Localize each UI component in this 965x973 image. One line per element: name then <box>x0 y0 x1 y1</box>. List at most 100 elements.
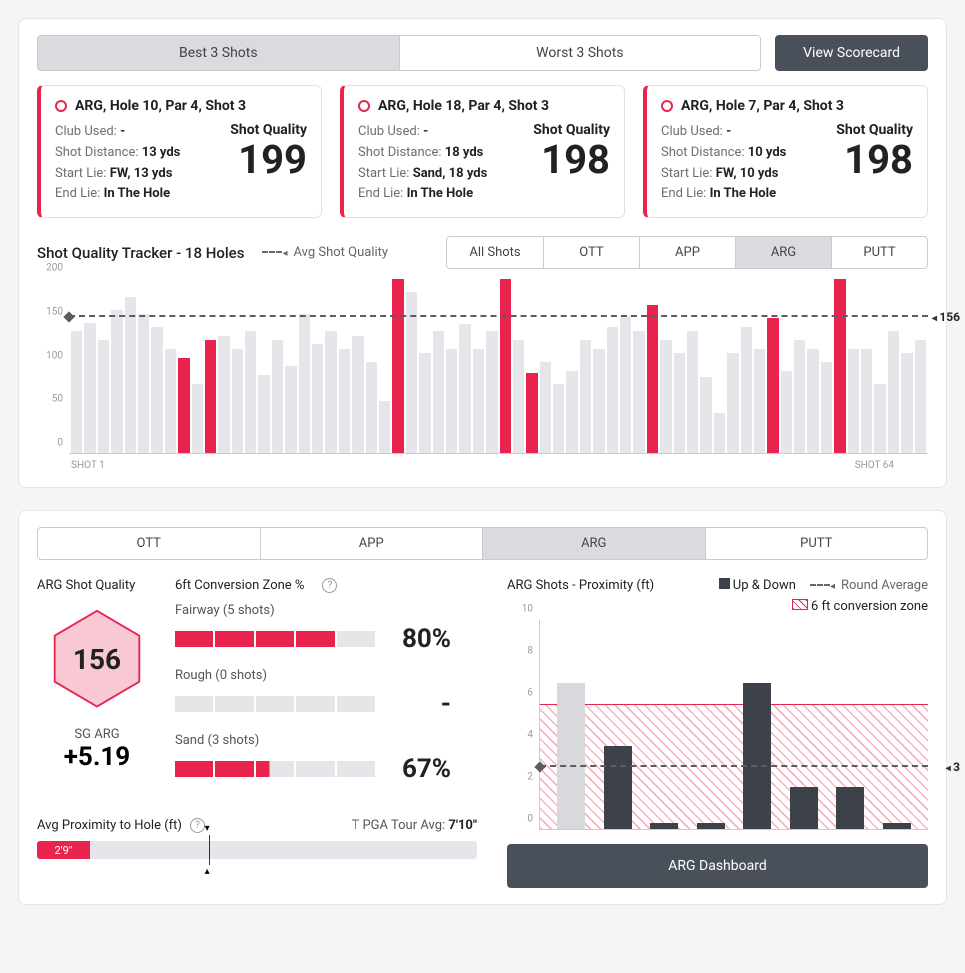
tracker-bar[interactable] <box>794 340 805 453</box>
best-shots-tab[interactable]: Best 3 Shots <box>38 36 399 70</box>
tracker-bar[interactable] <box>433 331 444 453</box>
tracker-bar[interactable] <box>459 324 470 453</box>
tracker-bar[interactable] <box>553 384 564 454</box>
tracker-bar[interactable] <box>526 373 537 453</box>
prox-bar[interactable] <box>697 823 725 829</box>
tracker-bar[interactable] <box>205 340 216 453</box>
tracker-bar[interactable] <box>714 413 725 453</box>
tracker-bar[interactable] <box>620 316 631 453</box>
tracker-bar[interactable] <box>379 401 390 453</box>
category-tab-app[interactable]: APP <box>260 528 483 559</box>
view-scorecard-button[interactable]: View Scorecard <box>775 35 928 71</box>
tracker-bar[interactable] <box>151 327 162 453</box>
category-tab-arg[interactable]: ARG <box>482 528 705 559</box>
shot-card[interactable]: ARG, Hole 10, Par 4, Shot 3 Club Used: -… <box>37 85 322 218</box>
category-tab-ott[interactable]: OTT <box>38 528 260 559</box>
tracker-bar[interactable] <box>419 353 430 453</box>
tracker-bar[interactable] <box>500 279 511 453</box>
conv-pct: 80% <box>391 624 451 654</box>
tracker-bar[interactable] <box>633 331 644 453</box>
help-icon[interactable]: ? <box>190 818 205 833</box>
prox-bar[interactable] <box>743 683 771 829</box>
tracker-bar[interactable] <box>566 371 577 454</box>
prox-bar[interactable] <box>883 823 911 829</box>
tracker-bar[interactable] <box>687 331 698 453</box>
proximity-slider[interactable]: 2'9" <box>37 841 477 859</box>
tracker-bar[interactable] <box>84 323 95 454</box>
tracker-bar[interactable] <box>660 340 671 453</box>
shot-card[interactable]: ARG, Hole 18, Par 4, Shot 3 Club Used: -… <box>340 85 625 218</box>
hex-block: 156 SG ARG +5.19 Fairway (5 shots) 80% R… <box>37 603 477 798</box>
tracker-bar[interactable] <box>192 384 203 454</box>
tracker-bar[interactable] <box>165 349 176 453</box>
worst-shots-tab[interactable]: Worst 3 Shots <box>399 36 761 70</box>
tracker-bar[interactable] <box>178 358 189 454</box>
tracker-bar[interactable] <box>71 331 82 453</box>
club-used: Club Used: - <box>661 122 786 143</box>
tracker-bar[interactable] <box>299 314 310 453</box>
tracker-bar[interactable] <box>339 349 350 453</box>
tracker-bar[interactable] <box>580 340 591 453</box>
arg-dashboard-button[interactable]: ARG Dashboard <box>507 844 928 888</box>
tracker-tab-all-shots[interactable]: All Shots <box>447 237 543 268</box>
help-icon[interactable]: ? <box>322 578 337 593</box>
tracker-bar[interactable] <box>821 362 832 453</box>
shot-card[interactable]: ARG, Hole 7, Par 4, Shot 3 Club Used: - … <box>643 85 928 218</box>
prox-bar[interactable] <box>604 746 632 830</box>
tracker-bar[interactable] <box>232 349 243 453</box>
tracker-bar[interactable] <box>325 331 336 453</box>
tracker-tabs: All ShotsOTTAPPARGPUTT <box>446 236 928 269</box>
tracker-bar[interactable] <box>446 349 457 453</box>
tracker-bar[interactable] <box>754 349 765 453</box>
tracker-bar[interactable] <box>352 336 363 453</box>
tracker-tab-ott[interactable]: OTT <box>543 237 639 268</box>
tracker-bar[interactable] <box>781 371 792 454</box>
start-lie: Start Lie: FW, 13 yds <box>55 164 180 185</box>
prox-bar[interactable] <box>790 787 818 829</box>
tracker-bar[interactable] <box>486 331 497 453</box>
tracker-bar[interactable] <box>540 362 551 453</box>
tracker-bar[interactable] <box>848 349 859 453</box>
tracker-bar[interactable] <box>111 310 122 454</box>
prox-bar[interactable] <box>836 787 864 829</box>
tracker-bar[interactable] <box>312 344 323 453</box>
tracker-bar[interactable] <box>513 340 524 453</box>
arg-sq-label: ARG Shot Quality <box>37 578 157 593</box>
tracker-bar[interactable] <box>473 349 484 453</box>
tracker-bar[interactable] <box>285 366 296 453</box>
tracker-bar[interactable] <box>392 279 403 453</box>
tracker-bar[interactable] <box>767 318 778 453</box>
tracker-bar[interactable] <box>98 340 109 453</box>
category-tab-putt[interactable]: PUTT <box>705 528 928 559</box>
tracker-bar[interactable] <box>366 362 377 453</box>
tracker-bar[interactable] <box>901 353 912 453</box>
tracker-bar[interactable] <box>741 327 752 453</box>
prox-bar[interactable] <box>557 683 585 829</box>
tracker-bar[interactable] <box>915 340 926 453</box>
tracker-bar[interactable] <box>218 336 229 453</box>
tracker-bar[interactable] <box>125 297 136 454</box>
tracker-bar[interactable] <box>607 327 618 453</box>
tracker-bar[interactable] <box>674 353 685 453</box>
tracker-bar[interactable] <box>834 279 845 453</box>
left-labels: ARG Shot Quality 6ft Conversion Zone % ? <box>37 578 477 593</box>
tracker-tab-arg[interactable]: ARG <box>735 237 831 268</box>
tracker-bar[interactable] <box>888 331 899 453</box>
tracker-tab-putt[interactable]: PUTT <box>831 237 927 268</box>
tracker-bar[interactable] <box>807 349 818 453</box>
tracker-bar[interactable] <box>138 314 149 453</box>
tracker-tab-app[interactable]: APP <box>639 237 735 268</box>
tracker-bar[interactable] <box>861 349 872 453</box>
tracker-bar[interactable] <box>700 377 711 454</box>
tracker-bar[interactable] <box>258 375 269 453</box>
prox-bar[interactable] <box>650 823 678 829</box>
tracker-bar[interactable] <box>727 353 738 453</box>
tracker-bar[interactable] <box>647 305 658 453</box>
tracker-bar[interactable] <box>593 349 604 453</box>
tracker-bar[interactable] <box>245 331 256 453</box>
tracker-bar[interactable] <box>272 340 283 453</box>
tracker-bar[interactable] <box>874 384 885 454</box>
hex-value: 156 <box>73 643 121 676</box>
sq-value: 199 <box>230 140 307 180</box>
shot-cards: ARG, Hole 10, Par 4, Shot 3 Club Used: -… <box>37 85 928 218</box>
